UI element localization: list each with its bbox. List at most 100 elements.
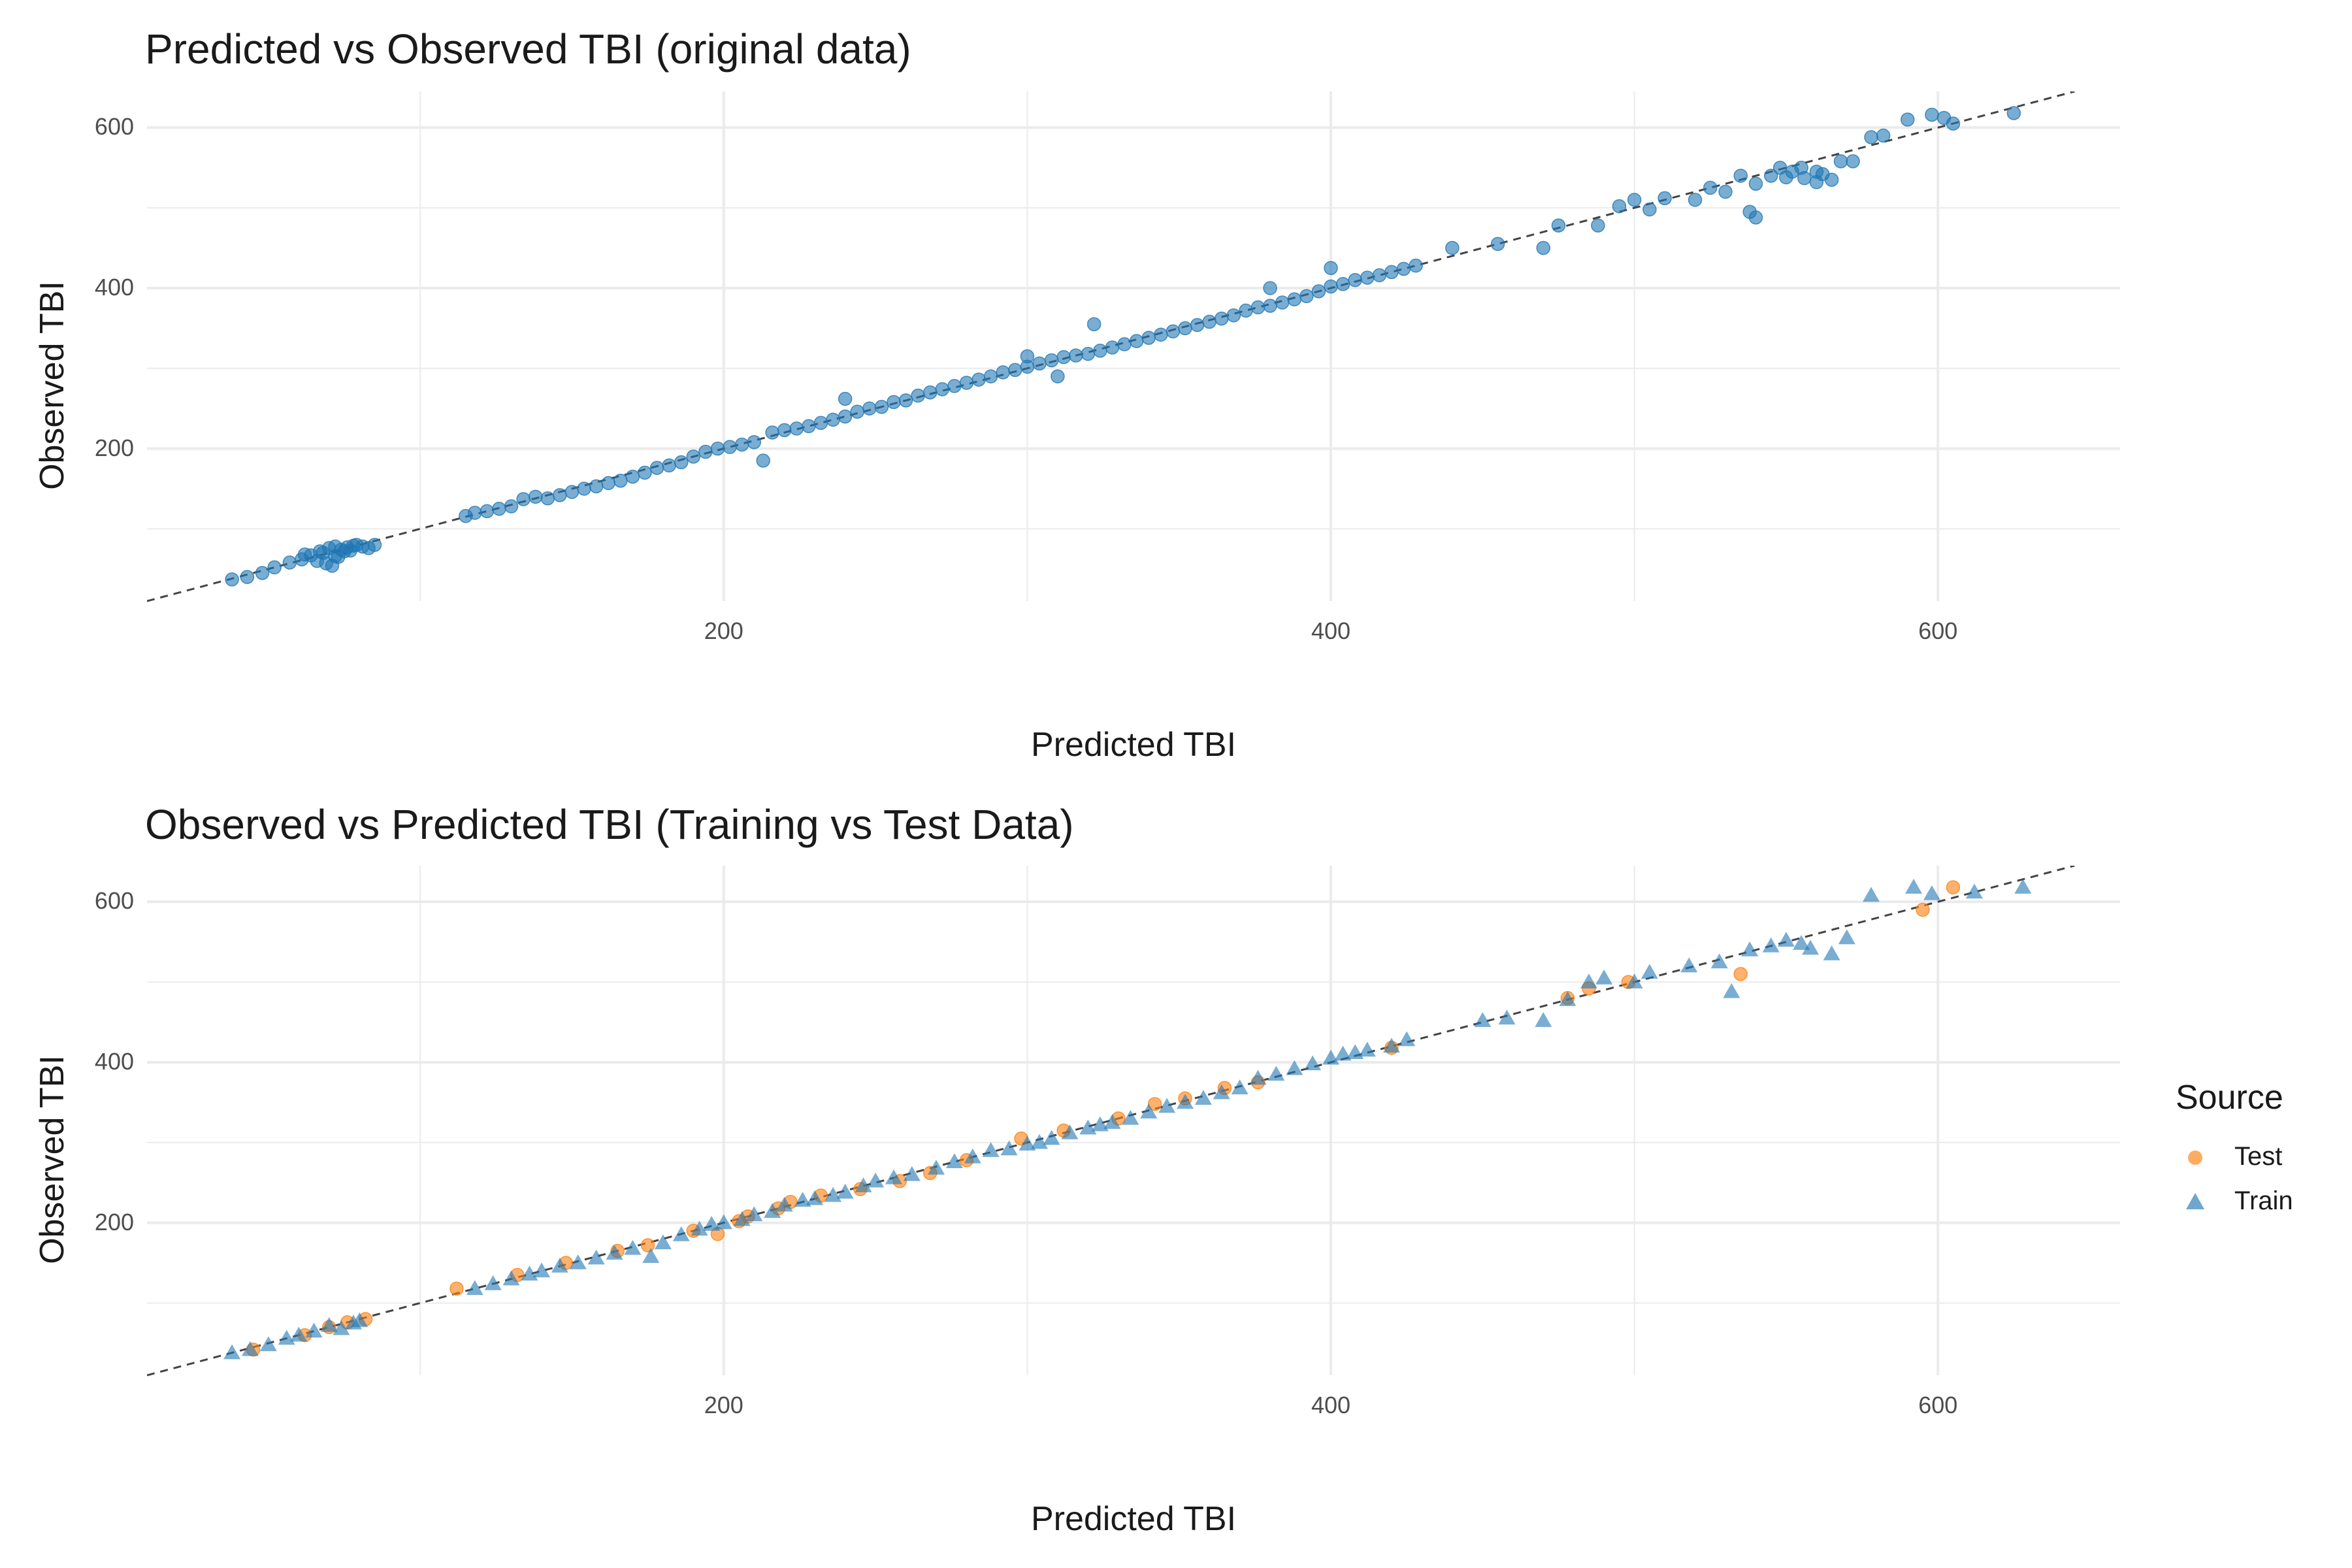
data-point (1141, 331, 1156, 345)
data-point (223, 1344, 241, 1360)
data-point (624, 1239, 642, 1255)
x-tick-label: 400 (1311, 1392, 1350, 1418)
data-point (1793, 935, 1810, 950)
data-point (1864, 130, 1878, 144)
data-point (1925, 107, 1939, 122)
data-point (1263, 281, 1277, 295)
data-point (1194, 1090, 1212, 1105)
data-point (686, 449, 701, 464)
data-point (1091, 1116, 1109, 1132)
data-point (1916, 902, 1930, 917)
data-point (662, 458, 676, 473)
data-point (553, 488, 567, 502)
data-point (1032, 356, 1047, 371)
data-point (1923, 885, 1940, 900)
data-point (613, 473, 628, 488)
data-point (484, 1275, 502, 1290)
y-tick-label: 200 (94, 434, 134, 461)
data-point (1299, 289, 1314, 303)
data-point (928, 1160, 945, 1175)
data-point (297, 547, 312, 562)
data-point (1178, 321, 1192, 336)
data-point (1250, 300, 1266, 315)
data-point (1838, 929, 1855, 945)
data-point (328, 549, 342, 563)
data-point (691, 1220, 708, 1236)
data-point (972, 372, 986, 387)
chart-title: Observed vs Predicted TBI (Training vs T… (145, 801, 1074, 848)
data-point (1202, 314, 1217, 329)
x-tick-label: 200 (704, 617, 743, 644)
data-point (855, 1177, 872, 1192)
circle-marker-icon (2188, 1151, 2202, 1165)
data-point (225, 572, 239, 587)
data-point (745, 1206, 763, 1222)
data-point (1140, 1103, 1158, 1119)
data-point (1965, 883, 1983, 899)
data-point (867, 1172, 885, 1188)
data-point (1802, 939, 1820, 955)
data-point (1551, 218, 1566, 233)
data-point (836, 1183, 854, 1199)
data-point (1000, 1140, 1018, 1156)
data-point (1122, 1109, 1139, 1125)
data-point (777, 423, 792, 438)
data-point (1061, 1124, 1079, 1139)
data-point (1103, 1114, 1121, 1129)
data-point (1688, 193, 1703, 207)
data-point (1190, 318, 1205, 333)
data-point (1595, 969, 1613, 985)
data-point (813, 416, 828, 431)
data-point (1358, 1041, 1376, 1057)
data-point (577, 482, 591, 496)
data-point (1580, 973, 1597, 988)
data-point (2006, 106, 2021, 120)
data-point (1147, 1097, 1162, 1111)
x-axis-title: Predicted TBI (1030, 1500, 1237, 1538)
data-point (267, 560, 282, 575)
data-point (1809, 175, 1824, 189)
data-point (466, 1280, 483, 1296)
data-point (259, 1336, 277, 1352)
data-point (1680, 957, 1698, 973)
data-point (1372, 268, 1387, 283)
x-tick-label: 400 (1311, 617, 1350, 644)
data-point (1723, 983, 1740, 998)
data-point (1267, 1066, 1285, 1081)
data-point (1154, 327, 1168, 342)
data-point (1044, 353, 1059, 368)
legend-label: Train (2234, 1186, 2293, 1215)
data-point (640, 1238, 655, 1252)
data-point (1718, 184, 1733, 199)
data-point (1490, 237, 1505, 252)
data-point (838, 391, 853, 406)
data-point (1348, 272, 1362, 287)
data-point (789, 421, 804, 436)
data-point (765, 425, 779, 440)
data-point (255, 566, 270, 580)
data-point (504, 499, 519, 514)
data-point (947, 379, 962, 393)
legend-title: Source (2176, 1079, 2283, 1117)
data-point (278, 1330, 295, 1345)
data-point (1946, 880, 1961, 894)
data-point (528, 489, 543, 504)
data-point (1748, 210, 1763, 225)
data-point (1535, 1012, 1552, 1027)
data-point (703, 1216, 721, 1231)
data-point (1384, 265, 1399, 280)
data-point (1536, 240, 1550, 255)
data-point (587, 1249, 605, 1265)
data-point (1797, 171, 1812, 186)
data-point (1824, 172, 1839, 187)
y-axis-title: Observed TBI (33, 1055, 71, 1264)
data-point (533, 1262, 550, 1278)
data-point (1863, 887, 1880, 902)
data-point (1710, 953, 1728, 969)
data-point (1213, 1084, 1230, 1100)
data-point (1249, 1070, 1267, 1085)
data-point (642, 1248, 660, 1263)
data-point (935, 382, 950, 397)
data-point (1785, 165, 1799, 179)
